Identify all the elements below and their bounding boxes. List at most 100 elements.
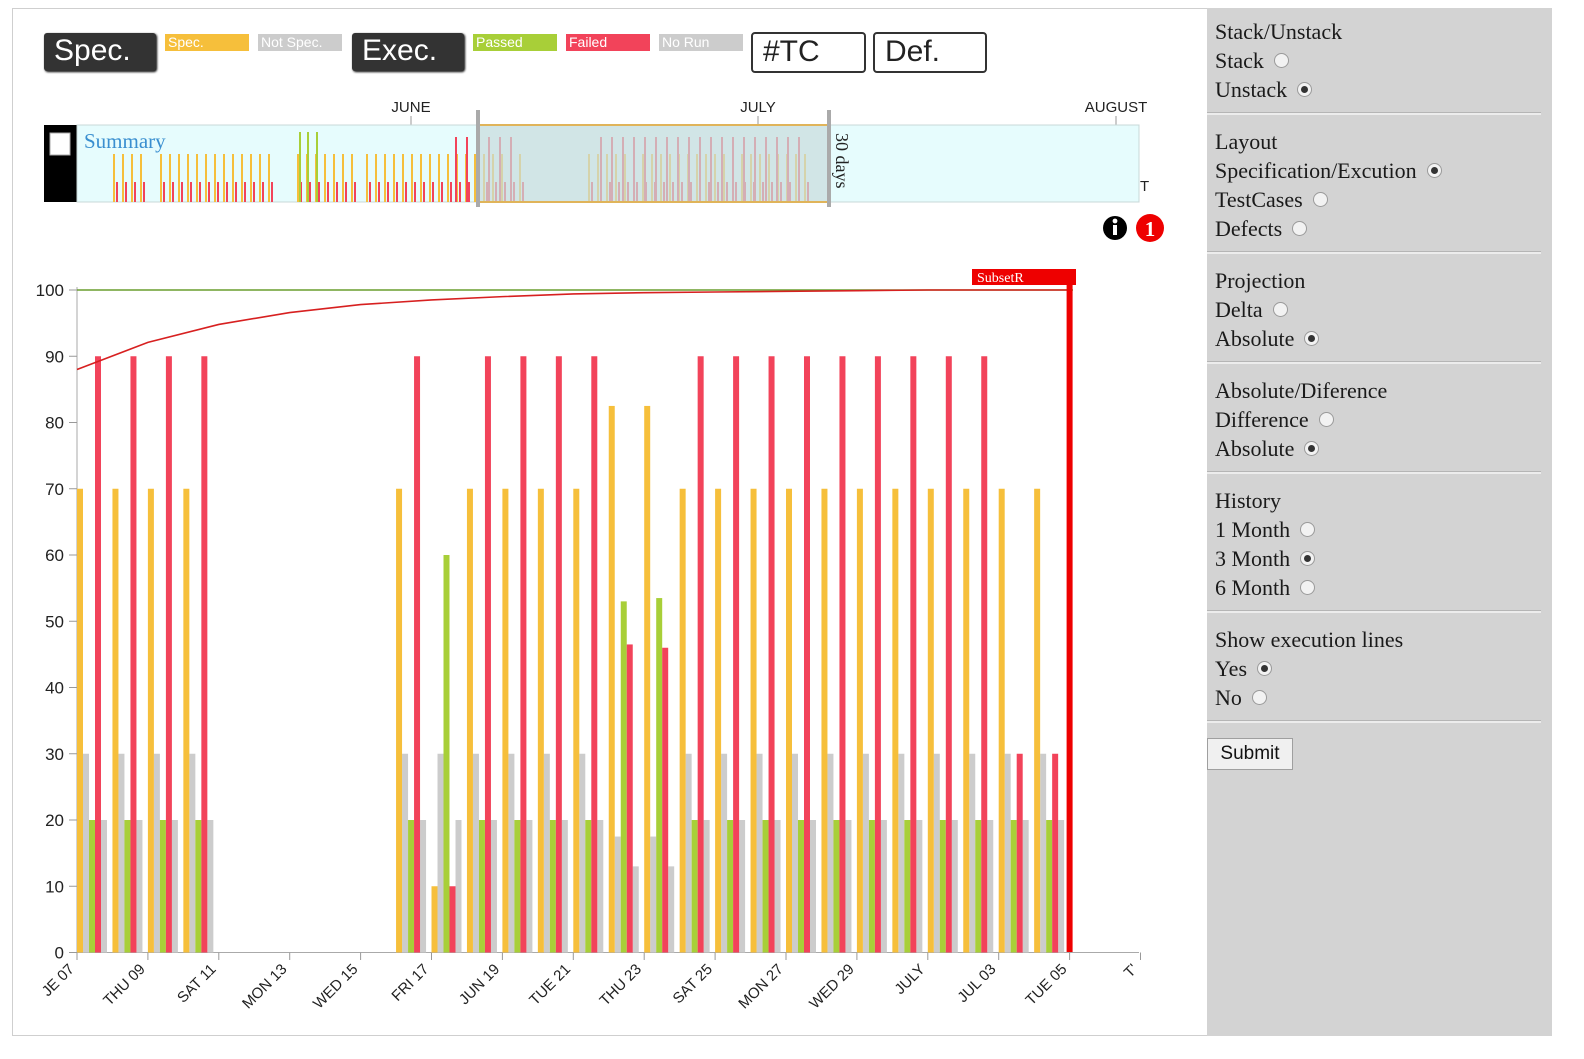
spec-button[interactable]: Spec. <box>44 33 156 71</box>
legend-spec[interactable]: Spec. <box>165 34 249 51</box>
spec-bar <box>892 488 899 953</box>
radio-option[interactable]: Defects <box>1215 214 1542 243</box>
radio-option[interactable]: 3 Month <box>1215 544 1542 573</box>
no-run-bar <box>101 820 107 953</box>
projection-curve <box>76 289 1070 371</box>
legend-passed[interactable]: Passed <box>473 34 557 51</box>
radio-option[interactable]: Absolute <box>1215 434 1542 463</box>
x-tick-label: THU 23 <box>596 961 645 1010</box>
passed-bar <box>762 820 769 953</box>
bar-series <box>77 356 1065 953</box>
radio-option[interactable]: Stack <box>1215 46 1542 75</box>
tc-button[interactable]: #TC <box>751 32 866 73</box>
radio-button[interactable] <box>1300 580 1316 595</box>
failed-bar <box>804 356 810 953</box>
subset-marker-tag <box>972 269 1076 285</box>
overview-passed-bar <box>307 132 309 202</box>
no-run-bar <box>597 820 604 953</box>
radio-button[interactable] <box>1272 302 1288 317</box>
overview-spec-bar <box>438 154 440 202</box>
radio-button[interactable] <box>1292 221 1308 236</box>
no-run-bar <box>774 820 781 953</box>
spec-bar <box>573 488 580 953</box>
not-spec-bar <box>862 753 869 953</box>
radio-button[interactable] <box>1273 53 1289 68</box>
overview-spec-bar <box>241 154 243 202</box>
group-separator <box>1207 112 1541 115</box>
selection-right-handle[interactable] <box>827 110 831 207</box>
overview-spec-bar <box>393 154 395 202</box>
radio-option[interactable]: Yes <box>1215 654 1542 683</box>
overview-failed-bar <box>309 182 311 202</box>
x-tick-label: JULY <box>891 961 928 998</box>
passed-bar <box>1046 820 1053 953</box>
passed-bar <box>620 601 627 953</box>
legend-not-spec[interactable]: Not Spec. <box>258 34 342 51</box>
spec-bar <box>77 488 83 953</box>
failed-bar <box>1016 753 1023 953</box>
not-spec-bar <box>685 753 692 953</box>
legend-failed[interactable]: Failed <box>566 34 650 51</box>
spec-bar <box>112 488 119 953</box>
overview-spec-bar <box>420 154 422 202</box>
radio-button[interactable] <box>1251 690 1267 705</box>
broken-image-icon <box>49 132 71 156</box>
radio-button[interactable] <box>1300 522 1316 537</box>
no-run-bar <box>916 820 923 953</box>
not-spec-bar <box>402 753 409 953</box>
radio-button[interactable] <box>1304 441 1320 456</box>
radio-button[interactable] <box>1304 331 1320 346</box>
spec-bar <box>856 488 863 953</box>
failed-bar <box>165 356 172 953</box>
passed-bar <box>939 820 946 953</box>
spec-bar <box>608 405 615 953</box>
spec-bar <box>715 488 722 953</box>
passed-bar <box>1010 820 1017 953</box>
submit-button[interactable]: Submit <box>1207 738 1293 770</box>
no-run-bar <box>739 820 746 953</box>
radio-option[interactable]: TestCases <box>1215 185 1542 214</box>
passed-bar <box>798 820 804 953</box>
selection-left-handle[interactable] <box>476 110 480 207</box>
radio-option[interactable]: 1 Month <box>1215 515 1542 544</box>
passed-bar <box>656 598 663 953</box>
y-tick-label: 10 <box>45 877 64 896</box>
group-separator <box>1207 720 1541 723</box>
overview-failed-bar <box>190 182 192 202</box>
def-button[interactable]: Def. <box>873 32 987 73</box>
not-spec-bar <box>650 836 657 953</box>
overview-timeline[interactable]: JUNE JULY AUGUST Summary 30 days T 1 <box>0 0 1200 250</box>
exec-button[interactable]: Exec. <box>352 33 464 71</box>
radio-option[interactable]: 6 Month <box>1215 573 1542 602</box>
month-label-july: JULY <box>740 99 776 116</box>
overview-failed-bar <box>143 182 145 202</box>
radio-button[interactable] <box>1426 163 1442 178</box>
not-spec-bar <box>189 753 196 953</box>
radio-button[interactable] <box>1300 551 1316 566</box>
overview-spec-bar <box>366 154 368 202</box>
radio-button[interactable] <box>1257 661 1273 676</box>
overview-spec-bar <box>196 154 198 202</box>
overview-failed-bar <box>414 182 416 202</box>
overview-failed-bar <box>441 182 443 202</box>
info-circle-icon[interactable] <box>1103 216 1127 240</box>
failed-bar <box>555 356 562 953</box>
month-label-june: JUNE <box>391 99 430 116</box>
overview-failed-bar <box>181 182 183 202</box>
radio-option[interactable]: Unstack <box>1215 75 1542 104</box>
radio-option[interactable]: Delta <box>1215 295 1542 324</box>
radio-option[interactable]: Specification/Excution <box>1215 156 1542 185</box>
radio-button[interactable] <box>1297 82 1313 97</box>
radio-option[interactable]: Difference <box>1215 405 1542 434</box>
no-run-bar <box>1022 820 1029 953</box>
radio-button[interactable] <box>1318 412 1334 427</box>
radio-option-label: Defects <box>1215 216 1283 241</box>
radio-option[interactable]: No <box>1215 683 1542 712</box>
overview-failed-bar <box>327 182 329 202</box>
failed-bar <box>733 356 740 953</box>
alert-badge[interactable]: 1 <box>1136 214 1164 242</box>
spec-bar <box>183 488 190 953</box>
legend-no-run[interactable]: No Run <box>659 34 743 51</box>
radio-option[interactable]: Absolute <box>1215 324 1542 353</box>
radio-button[interactable] <box>1312 192 1328 207</box>
